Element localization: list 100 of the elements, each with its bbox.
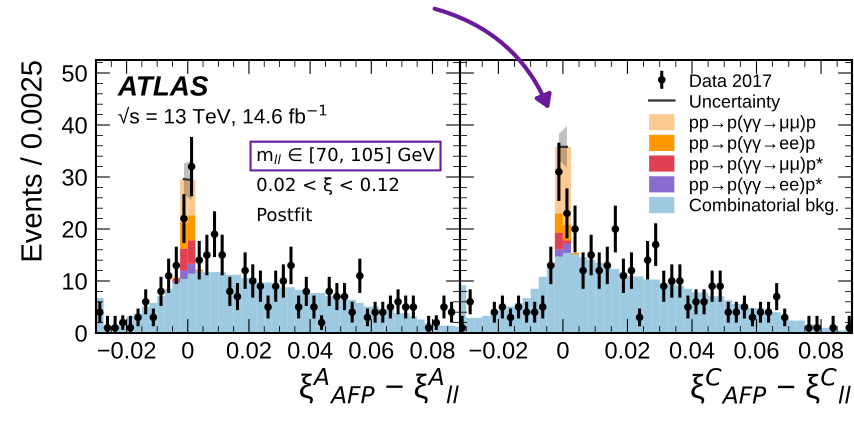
point [280,277,288,285]
point [764,308,772,316]
point [210,230,218,238]
point [448,308,456,316]
point [772,292,780,300]
x-tick-label: 0.04 [670,342,714,359]
point [579,266,587,274]
point [241,266,249,274]
x-tick-label: 0.04 [288,342,332,359]
point [142,298,150,306]
point [378,308,387,316]
legend-label: Combinatorial bkg. [690,198,838,215]
point [402,303,410,311]
point [234,292,242,300]
y-tick-label: 20 [62,221,87,238]
point [700,298,708,306]
point [256,282,264,290]
point [668,277,676,285]
point [756,308,764,316]
point [466,298,474,306]
x-tick-label: 0 [557,342,569,359]
annotation: √s = 13 TeV, 14.6 fb$^{−1}$ [118,104,326,126]
x-tick-label: 0.02 [605,342,650,359]
point [628,266,636,274]
point [371,308,379,316]
point [571,225,579,233]
point [302,288,310,296]
annotation: 0.02 < ξ < 0.12 [257,177,398,195]
x-tick-label: 0 [182,342,194,359]
point [432,318,440,326]
point [740,303,748,311]
point [310,303,318,311]
point [348,308,356,316]
point [652,240,660,248]
annotation: ATLAS [117,76,208,96]
point [364,314,372,322]
point [547,262,555,270]
y-axis-title: Events / 0.0025 [20,61,42,260]
point [157,288,165,296]
legend-label: pp→p(γγ→ee)p* [690,177,822,194]
point [333,292,341,300]
point [748,314,756,322]
y-tick-label: 50 [62,65,87,82]
legend-label: pp→p(γγ→μμ)p* [690,156,823,174]
point [522,308,530,316]
point [164,272,172,280]
point [684,303,692,311]
point [410,303,418,311]
point [732,308,740,316]
point [325,288,334,296]
x-axis-title: ξ$^{C}$$_{AFP}$ − ξ$^{C}$$_{ll}$ [691,368,851,404]
point [603,262,612,270]
annotation: Postfit [258,207,312,222]
point [660,282,668,290]
point [188,162,196,170]
legend-label: pp→p(γγ→ee)p [690,136,815,153]
annotation: m$_{ll}$ ∈ [70, 105] GeV [258,147,435,164]
point [287,262,295,270]
point [195,256,204,264]
point [587,251,595,259]
point [134,314,142,322]
point [724,308,732,316]
y-tick-label: 40 [62,117,87,134]
point [555,168,563,176]
point [692,298,700,306]
point [490,308,498,316]
point [394,298,402,306]
legend-label: Data 2017 [690,74,772,88]
x-tick-label: 0.08 [410,342,454,359]
point [636,314,644,322]
point [118,318,127,326]
x-tick-label: −0.02 [470,342,528,359]
point [829,324,837,332]
point [180,214,188,222]
point [126,324,134,332]
point [248,277,257,285]
x-tick-label: 0.06 [734,342,778,359]
x-tick-label: 0.08 [798,342,843,359]
point [272,282,280,290]
point [780,314,789,322]
point [318,318,326,326]
point [845,324,852,332]
point [294,303,302,311]
x-axis-title: ξ$^{A}$$_{AFP}$ − ξ$^{A}$$_{ll}$ [300,368,459,404]
x-tick-label: −0.02 [98,342,156,359]
point [96,308,104,316]
point [340,292,348,300]
point [111,324,119,332]
legend-label: pp→p(γγ→μμ)p [690,115,816,132]
point [563,210,571,218]
point [226,288,234,296]
y-tick-label: 10 [63,273,87,290]
point [676,277,684,285]
point [708,282,716,290]
point [203,251,211,259]
x-tick-label: 0.02 [226,342,271,359]
x-tick-label: 0.06 [349,342,394,359]
point [538,303,547,311]
point [620,272,628,280]
point [218,251,226,259]
